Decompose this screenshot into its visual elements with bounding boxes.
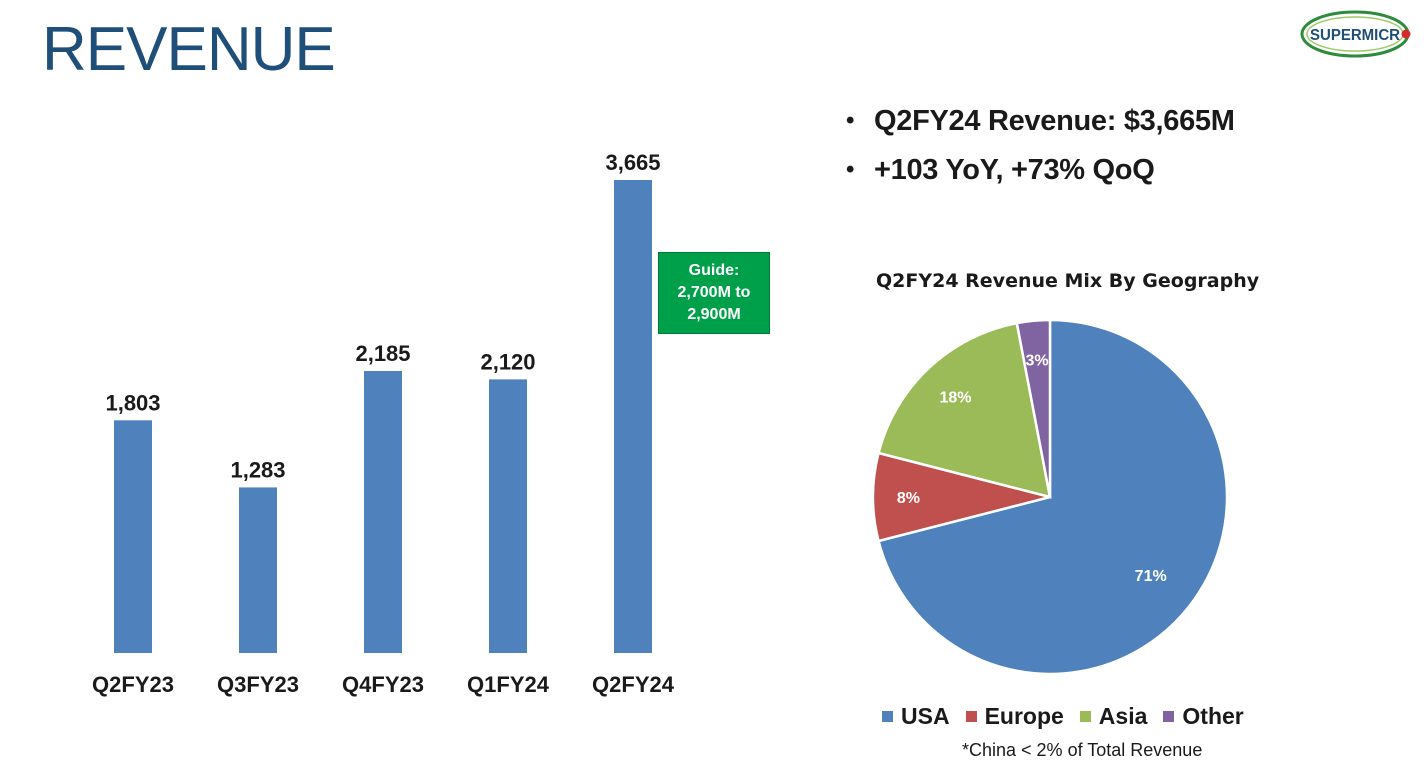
x-tick-label: Q1FY24: [467, 672, 550, 697]
supermicro-logo: SUPERMICR: [1300, 10, 1411, 58]
legend-item-other: Other: [1163, 703, 1244, 730]
pie-slice-label: 8%: [897, 490, 920, 507]
x-tick-label: Q2FY24: [592, 672, 675, 697]
legend-swatch-other: [1163, 711, 1175, 722]
guide-line-2: 2,700M to: [677, 284, 751, 301]
bullet-growth: • +103 YoY, +73% QoQ: [846, 145, 1235, 194]
bullet-dot: •: [846, 155, 855, 183]
x-tick-label: Q4FY23: [342, 672, 424, 697]
summary-bullets: • Q2FY24 Revenue: $3,665M • +103 YoY, +73%…: [846, 96, 1235, 194]
pie-slice-usa: [877, 318, 1229, 676]
bar-value-label: 2,120: [480, 349, 535, 374]
legend-label-usa: USA: [901, 703, 950, 729]
legend-swatch-europe: [965, 711, 977, 722]
bar-q4fy23: [364, 371, 402, 653]
page-title: REVENUE: [42, 15, 336, 84]
guide-line-1: Guide:: [688, 262, 740, 279]
legend-label-asia: Asia: [1098, 703, 1148, 729]
legend-item-usa: USA: [882, 703, 950, 730]
bar-value-label: 1,283: [230, 457, 285, 482]
footnote: *China < 2% of Total Revenue: [962, 740, 1203, 760]
svg-text:SUPERMICR: SUPERMICR: [1310, 27, 1400, 44]
revenue-bar-chart: 1,803 Q2FY23 1,283 Q3FY23 2,185 Q4FY23 2,120 Q1…: [92, 150, 675, 697]
x-tick-label: Q3FY23: [217, 672, 299, 697]
pie-slice-asia: [877, 321, 1052, 499]
pie-slice-europe: [871, 451, 1051, 543]
bar-value-label: 1,803: [105, 390, 160, 415]
bar-q2fy23: [114, 420, 152, 653]
bar-value-label: 2,185: [355, 341, 410, 366]
pie-slice-label: 18%: [939, 389, 971, 406]
legend-label-other: Other: [1182, 703, 1244, 729]
pie-slice-label: 71%: [1135, 568, 1167, 585]
legend-swatch-usa: [882, 711, 893, 722]
bullet-growth-text: +103 YoY, +73% QoQ: [874, 153, 1155, 186]
legend-label-europe: Europe: [984, 703, 1064, 729]
pie-slice-other: [1015, 318, 1052, 498]
bar-q2fy24: [614, 180, 652, 653]
bullet-revenue-text: Q2FY24 Revenue: $3,665M: [874, 104, 1235, 137]
bullet-revenue: • Q2FY24 Revenue: $3,665M: [846, 96, 1235, 145]
pie-legend: USA Europe Asia Other: [882, 703, 1260, 730]
guidance-callout: Guide: 2,700M to 2,900M: [658, 252, 770, 334]
guide-line-3: 2,900M: [687, 306, 741, 323]
bullet-dot: •: [846, 106, 855, 134]
bar-value-label: 3,665: [605, 150, 660, 175]
legend-item-europe: Europe: [965, 703, 1064, 730]
pie-slice-label: 3%: [1025, 353, 1048, 370]
bar-q3fy23: [239, 487, 277, 653]
pie-chart-title: Q2FY24 Revenue Mix By Geography: [876, 270, 1260, 292]
legend-swatch-asia: [1079, 711, 1091, 722]
geography-pie-chart: 71% 8% 18% 3%: [871, 318, 1229, 676]
legend-item-asia: Asia: [1079, 703, 1148, 730]
bar-q1fy24: [489, 379, 527, 653]
x-tick-label: Q2FY23: [92, 672, 174, 697]
